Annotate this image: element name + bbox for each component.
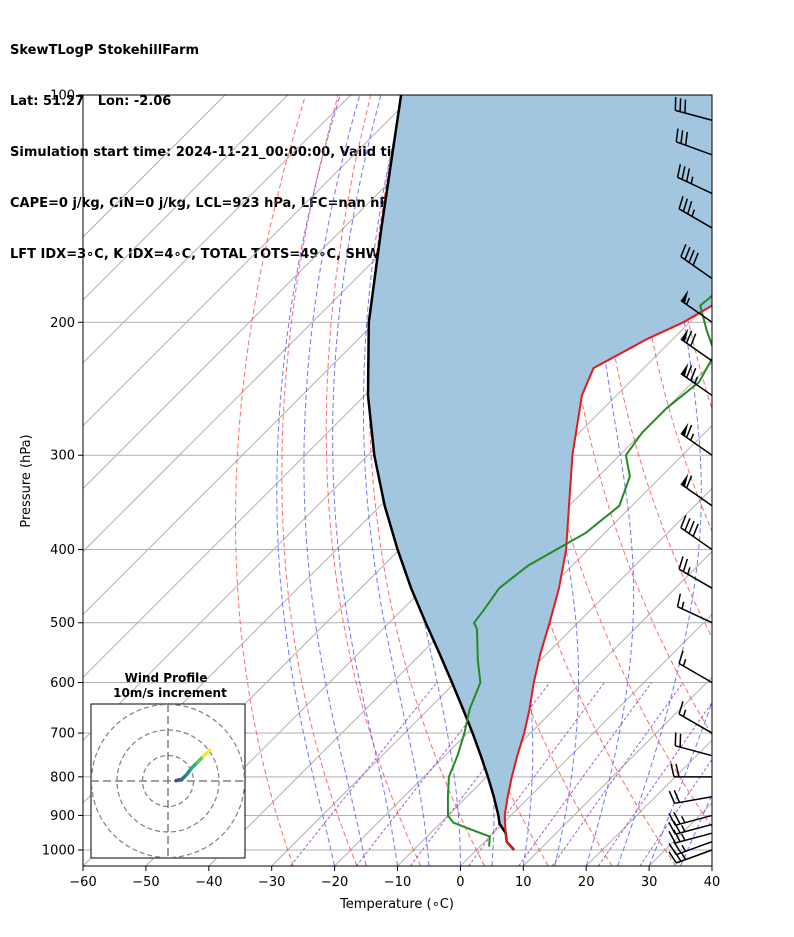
moist-adiabat xyxy=(648,701,712,866)
y-axis-label: Pressure (hPa) xyxy=(19,434,34,527)
moist-adiabat xyxy=(332,95,398,866)
dry-adiabat xyxy=(596,95,712,639)
moist-adiabat xyxy=(585,95,635,866)
profile-lines xyxy=(366,95,712,851)
isotherm-line xyxy=(271,424,712,866)
isotherm-line xyxy=(83,95,477,490)
isotherm-line xyxy=(83,95,415,427)
moist-adiabat xyxy=(680,793,712,866)
y-tick-label: 300 xyxy=(50,449,75,464)
wind-barb xyxy=(678,701,713,734)
isotherm-line xyxy=(711,865,712,866)
moist-adiabat xyxy=(363,95,430,866)
isotherm-line xyxy=(775,95,794,866)
mixing-ratio-line xyxy=(468,682,605,866)
y-tick-label: 100 xyxy=(50,89,75,104)
location-line: Lat: 51.27 Lon: -2.06 xyxy=(10,94,172,109)
hodograph: Wind Profile 10m/s increment xyxy=(90,671,246,859)
dry-adiabat xyxy=(368,95,485,866)
wind-barb xyxy=(680,515,713,551)
wind-barb xyxy=(668,789,713,805)
y-tick-label: 200 xyxy=(50,316,75,331)
x-tick-label: −50 xyxy=(132,875,159,890)
x-tick-label: −30 xyxy=(258,875,285,890)
wind-barb xyxy=(668,811,713,827)
axes: −60 −50 −40 −30 −20 −10 0 10 20 30 40 100 200 300 400 5… xyxy=(42,89,720,891)
hodograph-subtitle: 10m/s increment xyxy=(113,686,227,700)
y-tick-label: 900 xyxy=(50,809,75,824)
moist-adiabat xyxy=(617,95,702,866)
mixing-ratio-line xyxy=(290,682,438,866)
hodograph-trace xyxy=(201,748,212,758)
isotherm-line xyxy=(460,613,712,866)
x-tick-label: −40 xyxy=(195,875,222,890)
dry-adiabat xyxy=(561,95,712,736)
wind-barb xyxy=(668,840,713,856)
wind-barb xyxy=(680,328,713,362)
sounding-title: SkewTLogP StokehillFarm xyxy=(10,43,200,58)
dry-adiabat xyxy=(234,95,306,866)
mixing-ratio-line xyxy=(597,701,712,866)
y-tick-label: 1000 xyxy=(42,844,75,859)
isotherm-line xyxy=(83,95,289,301)
moist-adiabat xyxy=(276,95,341,866)
wind-barbs xyxy=(668,97,713,864)
moist-adiabat xyxy=(711,864,712,866)
y-tick-label: 400 xyxy=(50,543,75,558)
x-tick-label: 10 xyxy=(515,875,532,890)
x-tick-label: −60 xyxy=(69,875,96,890)
dry-adiabat xyxy=(762,95,794,866)
wind-barb xyxy=(676,164,713,195)
x-axis-label: Temperature (∘C) xyxy=(339,897,454,912)
wind-barb xyxy=(668,829,713,844)
mixing-ratio-line xyxy=(639,758,712,866)
isotherm-line xyxy=(83,95,352,364)
y-tick-label: 800 xyxy=(50,770,75,785)
wind-barb xyxy=(680,289,713,323)
hodograph-ring xyxy=(91,704,245,858)
y-tick-label: 500 xyxy=(50,616,75,631)
cin-region xyxy=(368,95,712,850)
wind-barb xyxy=(678,650,713,684)
wind-barb xyxy=(670,763,712,778)
isotherm-line xyxy=(83,95,226,238)
temperature-line xyxy=(503,304,712,851)
y-tick-label: 600 xyxy=(50,676,75,691)
x-tick-label: −20 xyxy=(321,875,348,890)
wind-barb xyxy=(678,195,713,229)
wind-barb xyxy=(680,363,713,397)
dry-adiabat xyxy=(281,95,358,866)
wind-barb xyxy=(680,422,713,456)
wind-barb xyxy=(675,128,713,156)
mixing-ratio-line xyxy=(551,682,684,866)
wind-barb xyxy=(668,849,713,864)
wind-barb xyxy=(674,732,713,757)
x-tick-label: 20 xyxy=(578,875,595,890)
dry-adiabat xyxy=(729,95,794,866)
wind-barb xyxy=(674,97,713,121)
x-tick-label: 40 xyxy=(704,875,721,890)
cape-cin-shading xyxy=(368,95,712,850)
parcel-profile-line xyxy=(366,95,516,851)
x-tick-label: 30 xyxy=(641,875,658,890)
wind-barb xyxy=(680,473,713,507)
x-tick-label: −10 xyxy=(384,875,411,890)
dewpoint-line xyxy=(446,294,712,847)
mixing-ratio-line xyxy=(355,682,500,866)
wind-barb xyxy=(676,593,713,624)
isotherm-line xyxy=(522,676,712,866)
mixing-ratio-line xyxy=(518,682,653,866)
wind-barb xyxy=(680,244,713,280)
isotherm-line xyxy=(397,550,712,866)
dry-adiabat xyxy=(663,95,712,411)
y-tick-label: 700 xyxy=(50,727,75,742)
wind-barb xyxy=(678,556,713,589)
x-tick-label: 0 xyxy=(456,875,464,890)
moist-adiabat xyxy=(303,95,367,866)
hodograph-title: Wind Profile xyxy=(125,671,208,685)
